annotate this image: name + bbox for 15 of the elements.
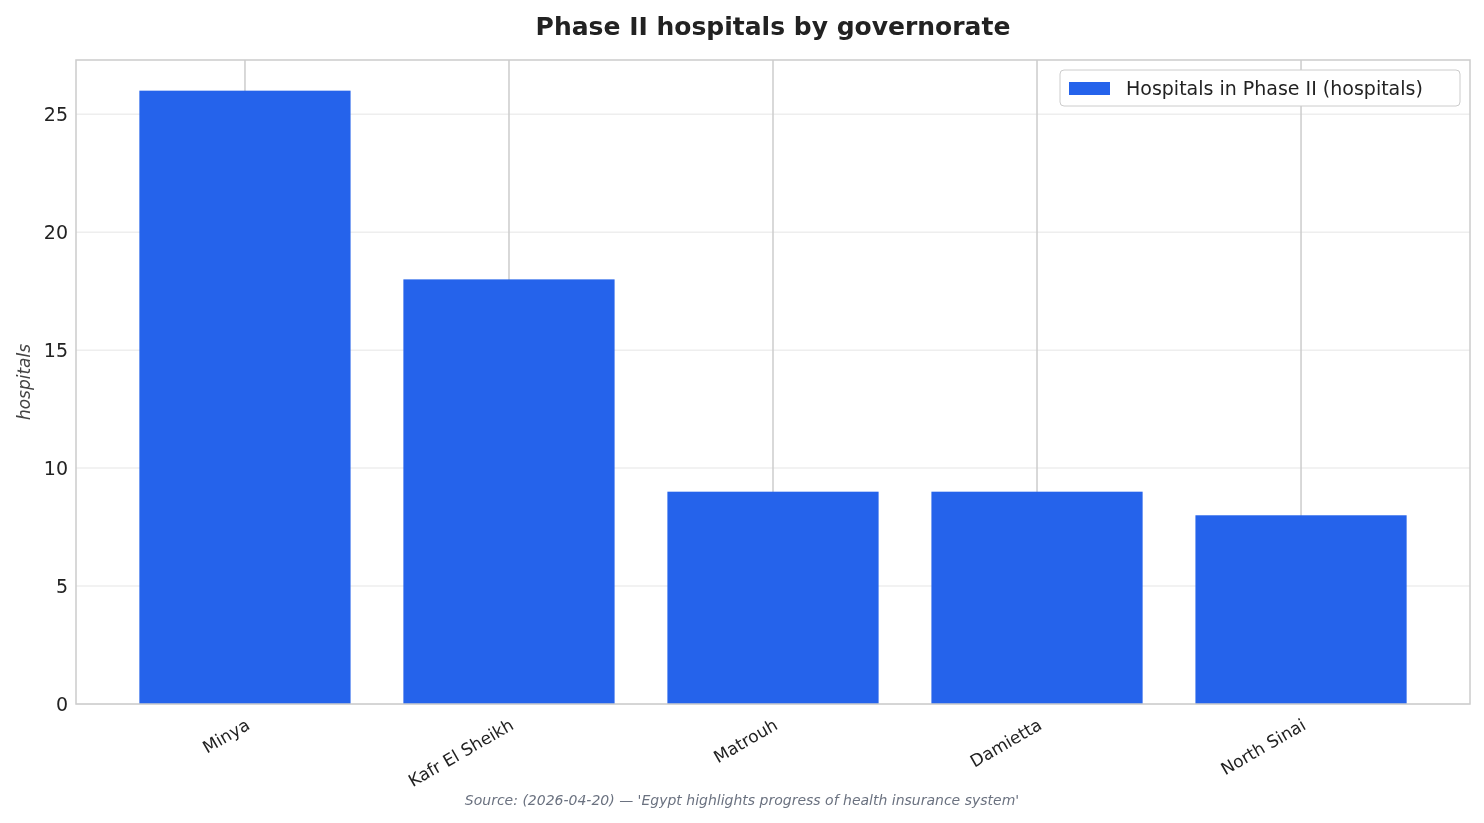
y-axis-title: hospitals xyxy=(14,343,34,421)
bar xyxy=(1195,515,1407,704)
bar xyxy=(667,491,879,704)
y-tick-label: 20 xyxy=(43,220,68,243)
bar xyxy=(931,491,1143,704)
source-note: Source: (2026-04-20) — 'Egypt highlights progress of health insurance system' xyxy=(464,792,1020,808)
y-tick-label: 0 xyxy=(55,692,68,715)
y-tick-label: 25 xyxy=(43,102,68,125)
bar xyxy=(403,279,615,704)
y-tick-label: 10 xyxy=(43,456,68,479)
y-tick-label: 5 xyxy=(55,574,68,597)
y-tick-label: 15 xyxy=(43,338,68,361)
legend-label: Hospitals in Phase II (hospitals) xyxy=(1126,76,1423,99)
chart-title: Phase II hospitals by governorate xyxy=(535,12,1011,41)
bar xyxy=(139,90,351,704)
